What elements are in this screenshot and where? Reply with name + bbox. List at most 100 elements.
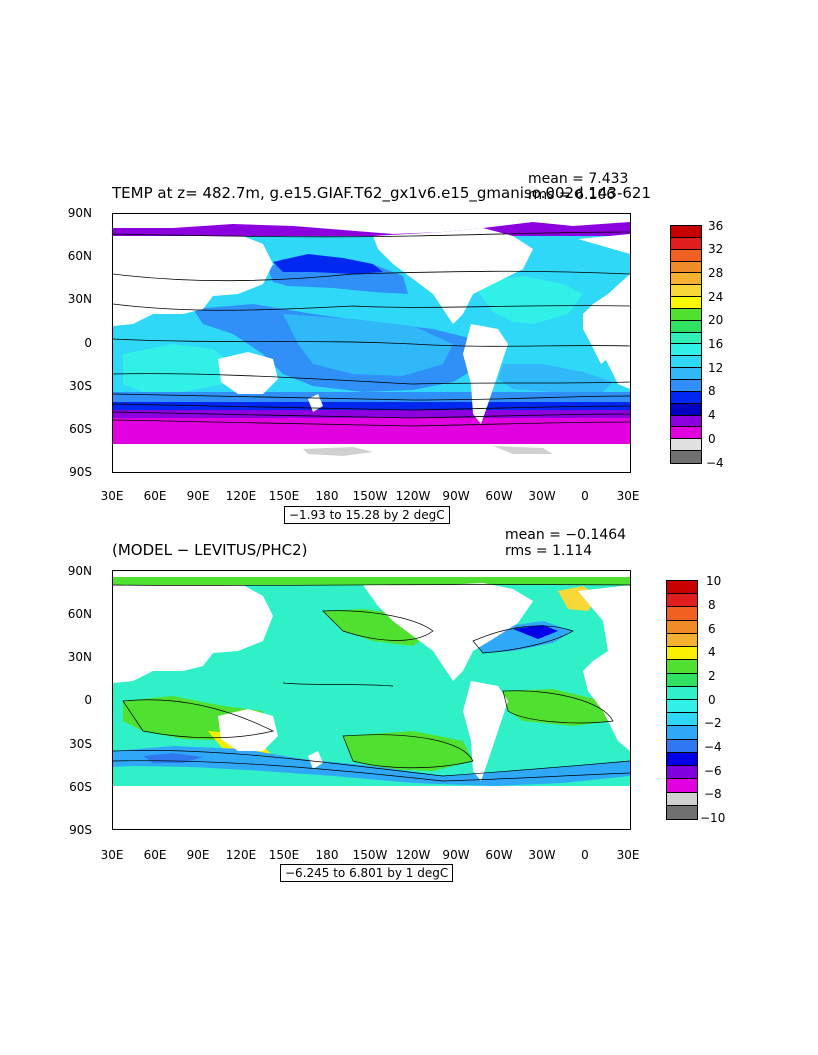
colorbar-cell — [671, 451, 701, 463]
colorbar-cell — [667, 699, 697, 714]
panel-2-rms: rms = 1.114 — [505, 543, 593, 559]
lon-label: 90E — [186, 848, 210, 862]
arctic-land — [113, 214, 630, 234]
lat-label: 30S — [69, 737, 92, 751]
lon-label: 120E — [225, 489, 257, 503]
lon-label: 0 — [581, 489, 589, 503]
panel-1-map-svg — [113, 214, 630, 472]
colorbar-cell — [667, 739, 697, 753]
panel-2-title: (MODEL − LEVITUS/PHC2) — [112, 541, 308, 559]
colorbar-cell — [671, 356, 701, 369]
colorbar-cell — [671, 415, 701, 428]
colorbar-label: −2 — [704, 716, 722, 730]
colorbar-cell — [671, 308, 701, 321]
colorbar-cell — [671, 332, 701, 345]
colorbar-cell — [667, 752, 697, 767]
lon-label: 90W — [442, 489, 470, 503]
lon-label: 150E — [268, 489, 300, 503]
lon-label: 120W — [395, 489, 431, 503]
colorbar-cell — [671, 391, 701, 404]
lat-label: 0 — [84, 693, 92, 707]
colorbar-label: −8 — [704, 787, 722, 801]
ice-patch — [303, 447, 373, 456]
panel-1-title: TEMP at z= 482.7m, g.e15.GIAF.T62_gx1v6.… — [112, 184, 651, 202]
north-america-land — [373, 228, 533, 324]
ice-patch — [493, 446, 553, 454]
lon-label: 30E — [616, 489, 640, 503]
colorbar-cell — [667, 805, 697, 819]
panel-1-colorbar-cells — [671, 226, 701, 463]
colorbar-label: 0 — [708, 693, 716, 707]
colorbar-label: 10 — [706, 574, 722, 588]
lon-label: 60W — [485, 489, 513, 503]
lon-label: 30E — [100, 848, 124, 862]
colorbar-label: 20 — [708, 313, 724, 327]
africa-land — [583, 309, 618, 364]
panel-2-colorbar-cells — [667, 581, 697, 819]
colorbar-cell — [667, 581, 697, 595]
colorbar-cell — [667, 779, 697, 793]
colorbar-cell — [667, 647, 697, 661]
colorbar-cell — [671, 226, 701, 238]
colorbar-cell — [667, 660, 697, 674]
colorbar-label: 8 — [708, 384, 716, 398]
colorbar-label: −6 — [704, 764, 722, 778]
colorbar-label: 4 — [708, 645, 716, 659]
colorbar-label: 24 — [708, 290, 724, 304]
colorbar-cell — [667, 607, 697, 621]
lon-label: 90E — [186, 489, 210, 503]
lat-label: 30S — [69, 379, 92, 393]
southern-band-4 — [113, 402, 630, 412]
indian-ocean-warm — [123, 344, 233, 392]
australia-land — [218, 709, 278, 751]
colorbar-label: 16 — [708, 337, 724, 351]
lon-label: 60E — [143, 848, 167, 862]
colorbar-label: 36 — [708, 219, 724, 233]
lon-label: 150E — [268, 848, 300, 862]
colorbar-cell — [667, 726, 697, 740]
lon-label: 120E — [225, 848, 257, 862]
lon-label: 0 — [581, 848, 589, 862]
lat-label: 0 — [84, 336, 92, 350]
colorbar-cell — [671, 379, 701, 392]
north-pacific-subpolar — [273, 254, 383, 274]
lon-label: 30E — [616, 848, 640, 862]
colorbar-label: 28 — [708, 266, 724, 280]
colorbar-cell — [671, 249, 701, 262]
panel-1-colorbar — [670, 225, 702, 464]
negative-anomaly — [113, 746, 630, 786]
lon-label: 30W — [528, 489, 556, 503]
colorbar-cell — [671, 297, 701, 309]
australia-land — [218, 352, 278, 394]
colorbar-cell — [667, 766, 697, 780]
lat-label: 30N — [67, 292, 92, 306]
colorbar-cell — [671, 344, 701, 357]
colorbar-cell — [667, 633, 697, 648]
positive-anomaly — [503, 689, 613, 726]
colorbar-cell — [671, 237, 701, 250]
arctic-land — [113, 571, 630, 577]
lat-label: 90N — [67, 564, 92, 578]
colorbar-label: −4 — [706, 456, 724, 470]
panel-1-map — [112, 213, 631, 473]
colorbar-cell — [671, 285, 701, 298]
panel-1-mean: mean = 7.433 — [528, 171, 629, 187]
colorbar-label: −4 — [704, 740, 722, 754]
colorbar-cell — [671, 368, 701, 380]
lat-label: 60S — [69, 422, 92, 436]
contour-lines — [113, 231, 630, 427]
north-atlantic-warm — [473, 276, 583, 324]
colorbar-label: 32 — [708, 242, 724, 256]
panel-2-contour-info: −6.245 to 6.801 by 1 degC — [280, 864, 454, 882]
lon-label: 180 — [315, 489, 339, 503]
colorbar-cell — [667, 686, 697, 700]
positive-anomaly — [343, 731, 473, 771]
lon-label: 150W — [352, 489, 388, 503]
colorbar-cell — [667, 792, 697, 806]
colorbar-cell — [671, 427, 701, 440]
lon-label: 90W — [442, 848, 470, 862]
north-america-land — [363, 583, 533, 681]
colorbar-label: 6 — [708, 622, 716, 636]
colorbar-label: 2 — [708, 669, 716, 683]
antarctica — [113, 786, 630, 829]
